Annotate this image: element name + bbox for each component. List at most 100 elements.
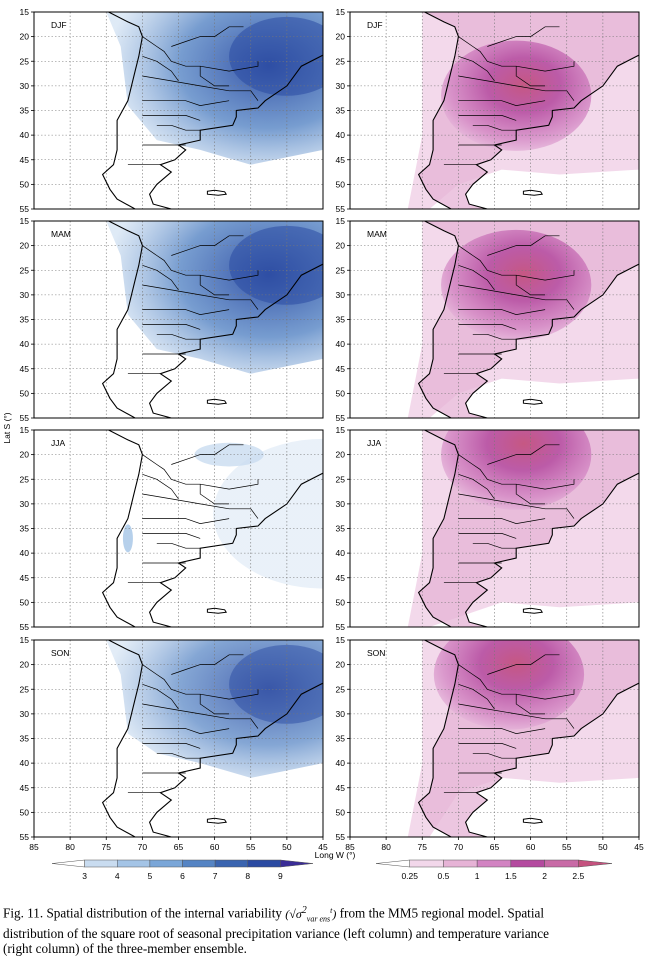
y-tick-label: 55 — [20, 204, 30, 214]
malvinas-outline — [206, 189, 228, 196]
y-tick-label: 20 — [20, 660, 30, 670]
country-border — [142, 284, 259, 310]
x-tick-label: 65 — [174, 842, 184, 852]
country-border — [487, 26, 560, 47]
y-tick-label: 15 — [20, 216, 30, 226]
y-tick-label: 45 — [336, 364, 346, 374]
y-tick-label: 55 — [336, 622, 346, 632]
country-border — [472, 333, 517, 340]
colorbar-label: 9 — [278, 871, 283, 881]
y-tick-label: 35 — [336, 106, 346, 116]
country-border — [142, 36, 259, 72]
colorbar-segment — [409, 859, 444, 868]
country-border — [156, 333, 201, 340]
country-border — [142, 473, 179, 500]
colorbar-segment — [375, 859, 410, 868]
temp-field — [433, 640, 585, 730]
y-tick-label: 50 — [20, 597, 30, 607]
country-border — [142, 664, 259, 700]
figure-caption: Fig. 11. Spatial distribution of the int… — [3, 903, 643, 956]
y-tick-label: 40 — [20, 130, 30, 140]
colorbar-label: 4 — [115, 871, 120, 881]
map-panel-djf-temperature: DJF 15 20 25 30 35 40 45 50 55 — [336, 7, 640, 214]
malvinas-outline — [522, 607, 544, 614]
country-border — [156, 542, 201, 549]
country-border — [515, 484, 546, 505]
precip-field — [229, 16, 323, 96]
y-tick-label: 35 — [336, 315, 346, 325]
country-border — [199, 66, 230, 87]
x-tick-label: 80 — [381, 842, 391, 852]
country-border — [458, 518, 546, 524]
colorbar-segment — [510, 859, 545, 868]
country-border — [458, 493, 575, 519]
map-panel-jja-precipitation: JJA 15 20 25 30 35 40 45 50 55 — [20, 425, 324, 632]
temp-colorbar: 0.25 0.5 1 1.5 2 2.5 — [375, 859, 613, 881]
country-border — [142, 454, 259, 490]
y-tick-label: 50 — [20, 807, 30, 817]
y-tick-label: 50 — [336, 179, 346, 189]
y-tick-label: 35 — [20, 315, 30, 325]
malvinas-outline — [522, 189, 544, 196]
y-tick-label: 35 — [20, 524, 30, 534]
y-tick-label: 35 — [336, 524, 346, 534]
y-tick-label: 15 — [20, 425, 30, 435]
y-tick-label: 35 — [20, 734, 30, 744]
y-tick-label: 55 — [20, 832, 30, 842]
y-tick-label: 30 — [20, 709, 30, 719]
x-tick-label: 60 — [210, 842, 220, 852]
y-tick-label: 40 — [336, 339, 346, 349]
country-border — [515, 275, 546, 296]
y-tick-label: 20 — [20, 450, 30, 460]
y-tick-label: 55 — [336, 204, 346, 214]
country-border — [458, 264, 495, 291]
colorbar-label: 1 — [475, 871, 480, 881]
country-border — [458, 728, 546, 734]
country-border — [142, 493, 259, 519]
country-border — [458, 743, 517, 749]
x-axis-label: Long W (°) — [315, 850, 356, 860]
malvinas-outline — [206, 817, 228, 824]
y-tick-label: 25 — [20, 56, 30, 66]
x-tick-label: 80 — [65, 842, 75, 852]
country-border — [472, 124, 517, 131]
x-tick-label: 55 — [246, 842, 256, 852]
colorbar-label: 5 — [148, 871, 153, 881]
malvinas-outline — [206, 607, 228, 614]
y-tick-label: 45 — [336, 783, 346, 793]
coastline — [417, 221, 639, 418]
season-label: DJF — [51, 20, 67, 30]
y-tick-label: 45 — [336, 155, 346, 165]
coastline — [101, 221, 323, 418]
y-tick-label: 50 — [336, 388, 346, 398]
season-label: MAM — [367, 229, 387, 239]
country-border — [458, 245, 575, 281]
country-border — [458, 115, 517, 121]
map-panel-jja-temperature: JJA 15 20 25 30 35 40 45 50 55 — [336, 425, 640, 632]
y-tick-label: 35 — [20, 106, 30, 116]
caption-line3: (right column) of the three-member ensem… — [3, 941, 247, 957]
season-label: JJA — [51, 438, 66, 448]
coastline — [417, 12, 639, 209]
colorbar-segment — [84, 859, 118, 868]
colorbar-label: 7 — [213, 871, 218, 881]
country-border — [142, 55, 179, 82]
caption-part2: from the MM5 regional model. Spatial — [339, 905, 545, 921]
country-border — [458, 703, 575, 729]
country-border — [142, 533, 201, 539]
y-tick-label: 45 — [20, 783, 30, 793]
country-border — [458, 75, 575, 101]
coastline — [417, 430, 639, 627]
country-border — [487, 444, 560, 465]
y-tick-label: 15 — [336, 425, 346, 435]
country-border — [171, 444, 244, 465]
country-border — [458, 533, 517, 539]
malvinas-outline — [206, 398, 228, 405]
country-border — [458, 309, 546, 315]
y-tick-label: 30 — [336, 290, 346, 300]
precip-colorbar: 3 4 5 6 7 8 9 — [51, 859, 314, 881]
y-tick-label: 20 — [336, 241, 346, 251]
y-tick-label: 55 — [20, 413, 30, 423]
coastline — [417, 640, 639, 837]
